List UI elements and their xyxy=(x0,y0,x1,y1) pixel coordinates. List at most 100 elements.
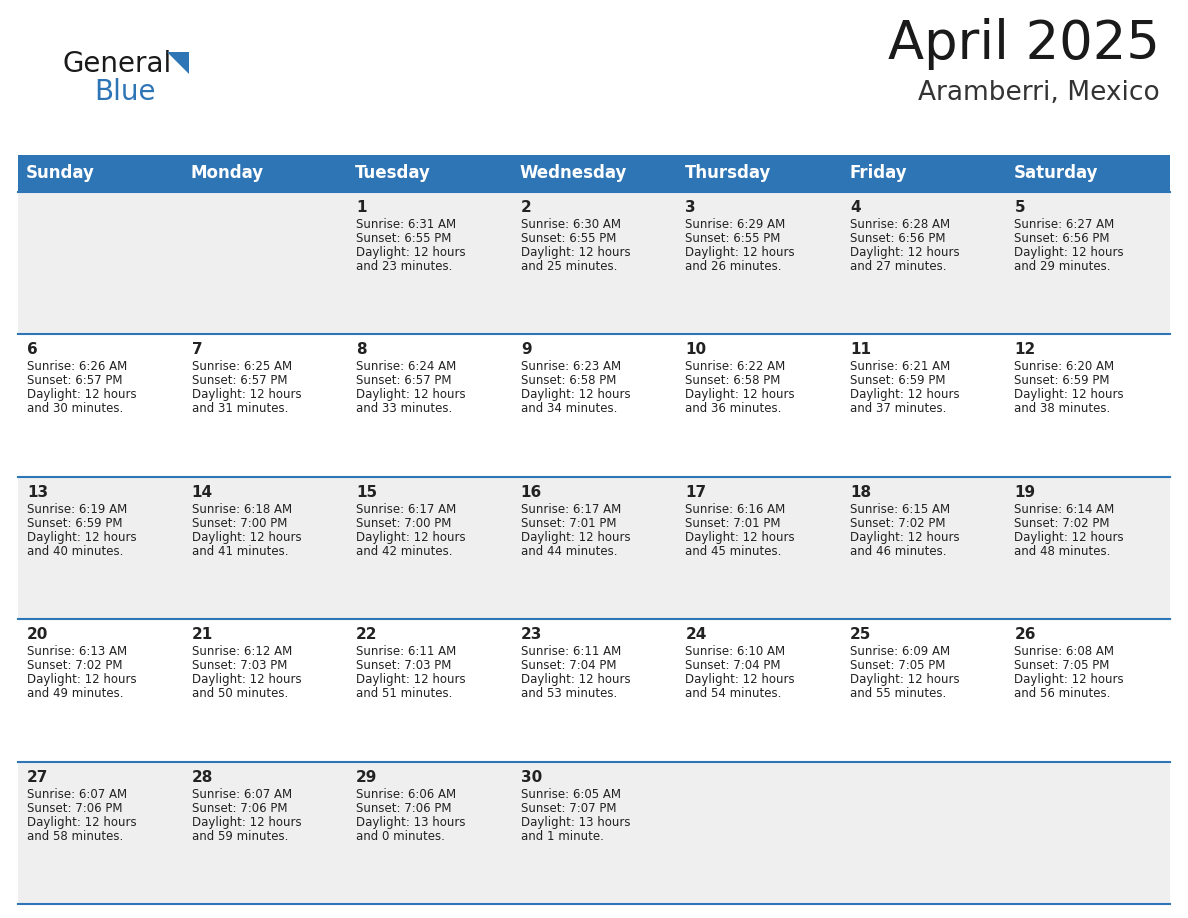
Text: Sunrise: 6:19 AM: Sunrise: 6:19 AM xyxy=(27,503,127,516)
Bar xyxy=(512,155,676,192)
Text: Daylight: 13 hours: Daylight: 13 hours xyxy=(356,815,466,829)
Text: Sunrise: 6:08 AM: Sunrise: 6:08 AM xyxy=(1015,645,1114,658)
Text: Sunrise: 6:31 AM: Sunrise: 6:31 AM xyxy=(356,218,456,231)
Text: 19: 19 xyxy=(1015,485,1036,499)
Text: Wednesday: Wednesday xyxy=(520,164,627,183)
Text: Daylight: 12 hours: Daylight: 12 hours xyxy=(849,388,960,401)
Text: Sunset: 7:06 PM: Sunset: 7:06 PM xyxy=(356,801,451,814)
Text: and 23 minutes.: and 23 minutes. xyxy=(356,260,453,273)
Text: 5: 5 xyxy=(1015,200,1025,215)
Text: 3: 3 xyxy=(685,200,696,215)
Text: Sunrise: 6:11 AM: Sunrise: 6:11 AM xyxy=(356,645,456,658)
Text: Sunset: 7:05 PM: Sunset: 7:05 PM xyxy=(849,659,946,672)
Text: Daylight: 12 hours: Daylight: 12 hours xyxy=(191,388,302,401)
Text: Sunrise: 6:12 AM: Sunrise: 6:12 AM xyxy=(191,645,292,658)
Text: 17: 17 xyxy=(685,485,707,499)
Text: 29: 29 xyxy=(356,769,378,785)
Bar xyxy=(183,155,347,192)
Text: and 54 minutes.: and 54 minutes. xyxy=(685,688,782,700)
Text: Sunrise: 6:20 AM: Sunrise: 6:20 AM xyxy=(1015,361,1114,374)
Text: and 53 minutes.: and 53 minutes. xyxy=(520,688,617,700)
Text: and 45 minutes.: and 45 minutes. xyxy=(685,544,782,558)
Text: Sunset: 6:57 PM: Sunset: 6:57 PM xyxy=(191,375,287,387)
Text: 10: 10 xyxy=(685,342,707,357)
Text: Sunrise: 6:13 AM: Sunrise: 6:13 AM xyxy=(27,645,127,658)
Text: and 38 minutes.: and 38 minutes. xyxy=(1015,402,1111,416)
Text: Sunset: 7:07 PM: Sunset: 7:07 PM xyxy=(520,801,617,814)
Text: Sunrise: 6:28 AM: Sunrise: 6:28 AM xyxy=(849,218,950,231)
Bar xyxy=(18,762,1170,904)
Text: and 40 minutes.: and 40 minutes. xyxy=(27,544,124,558)
Text: Daylight: 12 hours: Daylight: 12 hours xyxy=(1015,246,1124,259)
Text: Sunrise: 6:07 AM: Sunrise: 6:07 AM xyxy=(27,788,127,800)
Text: Sunset: 6:55 PM: Sunset: 6:55 PM xyxy=(356,232,451,245)
Text: Sunrise: 6:14 AM: Sunrise: 6:14 AM xyxy=(1015,503,1114,516)
Text: Sunrise: 6:24 AM: Sunrise: 6:24 AM xyxy=(356,361,456,374)
Text: Sunset: 6:57 PM: Sunset: 6:57 PM xyxy=(356,375,451,387)
Bar xyxy=(841,155,1005,192)
Text: 27: 27 xyxy=(27,769,49,785)
Text: and 42 minutes.: and 42 minutes. xyxy=(356,544,453,558)
Text: and 27 minutes.: and 27 minutes. xyxy=(849,260,947,273)
Text: Sunset: 7:00 PM: Sunset: 7:00 PM xyxy=(356,517,451,530)
Text: Daylight: 12 hours: Daylight: 12 hours xyxy=(849,673,960,686)
Polygon shape xyxy=(168,52,189,74)
Text: 21: 21 xyxy=(191,627,213,643)
Text: and 29 minutes.: and 29 minutes. xyxy=(1015,260,1111,273)
Text: 25: 25 xyxy=(849,627,871,643)
Text: Daylight: 12 hours: Daylight: 12 hours xyxy=(849,531,960,543)
Text: Daylight: 12 hours: Daylight: 12 hours xyxy=(520,246,631,259)
Text: and 41 minutes.: and 41 minutes. xyxy=(191,544,289,558)
Text: 30: 30 xyxy=(520,769,542,785)
Bar xyxy=(347,155,512,192)
Text: Sunrise: 6:09 AM: Sunrise: 6:09 AM xyxy=(849,645,950,658)
Bar xyxy=(18,476,1170,620)
Text: and 0 minutes.: and 0 minutes. xyxy=(356,830,446,843)
Text: Daylight: 13 hours: Daylight: 13 hours xyxy=(520,815,631,829)
Text: and 48 minutes.: and 48 minutes. xyxy=(1015,544,1111,558)
Text: Sunset: 6:59 PM: Sunset: 6:59 PM xyxy=(1015,375,1110,387)
Text: 11: 11 xyxy=(849,342,871,357)
Text: 22: 22 xyxy=(356,627,378,643)
Text: Sunset: 7:05 PM: Sunset: 7:05 PM xyxy=(1015,659,1110,672)
Text: April 2025: April 2025 xyxy=(889,18,1159,70)
Text: 14: 14 xyxy=(191,485,213,499)
Text: Sunset: 7:04 PM: Sunset: 7:04 PM xyxy=(520,659,617,672)
Text: Sunset: 6:58 PM: Sunset: 6:58 PM xyxy=(520,375,617,387)
Text: Daylight: 12 hours: Daylight: 12 hours xyxy=(27,531,137,543)
Text: Daylight: 12 hours: Daylight: 12 hours xyxy=(1015,673,1124,686)
Text: Daylight: 12 hours: Daylight: 12 hours xyxy=(27,815,137,829)
Text: Sunrise: 6:07 AM: Sunrise: 6:07 AM xyxy=(191,788,292,800)
Text: Sunset: 7:03 PM: Sunset: 7:03 PM xyxy=(356,659,451,672)
Bar xyxy=(1005,155,1170,192)
Text: 26: 26 xyxy=(1015,627,1036,643)
Text: and 51 minutes.: and 51 minutes. xyxy=(356,688,453,700)
Text: Sunrise: 6:21 AM: Sunrise: 6:21 AM xyxy=(849,361,950,374)
Text: 6: 6 xyxy=(27,342,38,357)
Text: Sunday: Sunday xyxy=(26,164,95,183)
Text: 12: 12 xyxy=(1015,342,1036,357)
Text: Sunset: 6:57 PM: Sunset: 6:57 PM xyxy=(27,375,122,387)
Text: 28: 28 xyxy=(191,769,213,785)
Text: Monday: Monday xyxy=(191,164,264,183)
Text: and 1 minute.: and 1 minute. xyxy=(520,830,604,843)
Text: Sunset: 6:59 PM: Sunset: 6:59 PM xyxy=(27,517,122,530)
Text: Aramberri, Mexico: Aramberri, Mexico xyxy=(918,80,1159,106)
Text: Sunset: 7:02 PM: Sunset: 7:02 PM xyxy=(1015,517,1110,530)
Text: Daylight: 12 hours: Daylight: 12 hours xyxy=(356,531,466,543)
Text: Sunrise: 6:16 AM: Sunrise: 6:16 AM xyxy=(685,503,785,516)
Text: Sunrise: 6:10 AM: Sunrise: 6:10 AM xyxy=(685,645,785,658)
Text: Daylight: 12 hours: Daylight: 12 hours xyxy=(27,673,137,686)
Text: Tuesday: Tuesday xyxy=(355,164,431,183)
Text: and 37 minutes.: and 37 minutes. xyxy=(849,402,947,416)
Text: Sunrise: 6:26 AM: Sunrise: 6:26 AM xyxy=(27,361,127,374)
Text: Daylight: 12 hours: Daylight: 12 hours xyxy=(685,673,795,686)
Bar xyxy=(18,155,183,192)
Text: 8: 8 xyxy=(356,342,367,357)
Text: Daylight: 12 hours: Daylight: 12 hours xyxy=(520,673,631,686)
Text: and 55 minutes.: and 55 minutes. xyxy=(849,688,946,700)
Text: Sunset: 7:01 PM: Sunset: 7:01 PM xyxy=(520,517,617,530)
Text: Sunset: 6:59 PM: Sunset: 6:59 PM xyxy=(849,375,946,387)
Text: Sunset: 7:06 PM: Sunset: 7:06 PM xyxy=(27,801,122,814)
Text: and 36 minutes.: and 36 minutes. xyxy=(685,402,782,416)
